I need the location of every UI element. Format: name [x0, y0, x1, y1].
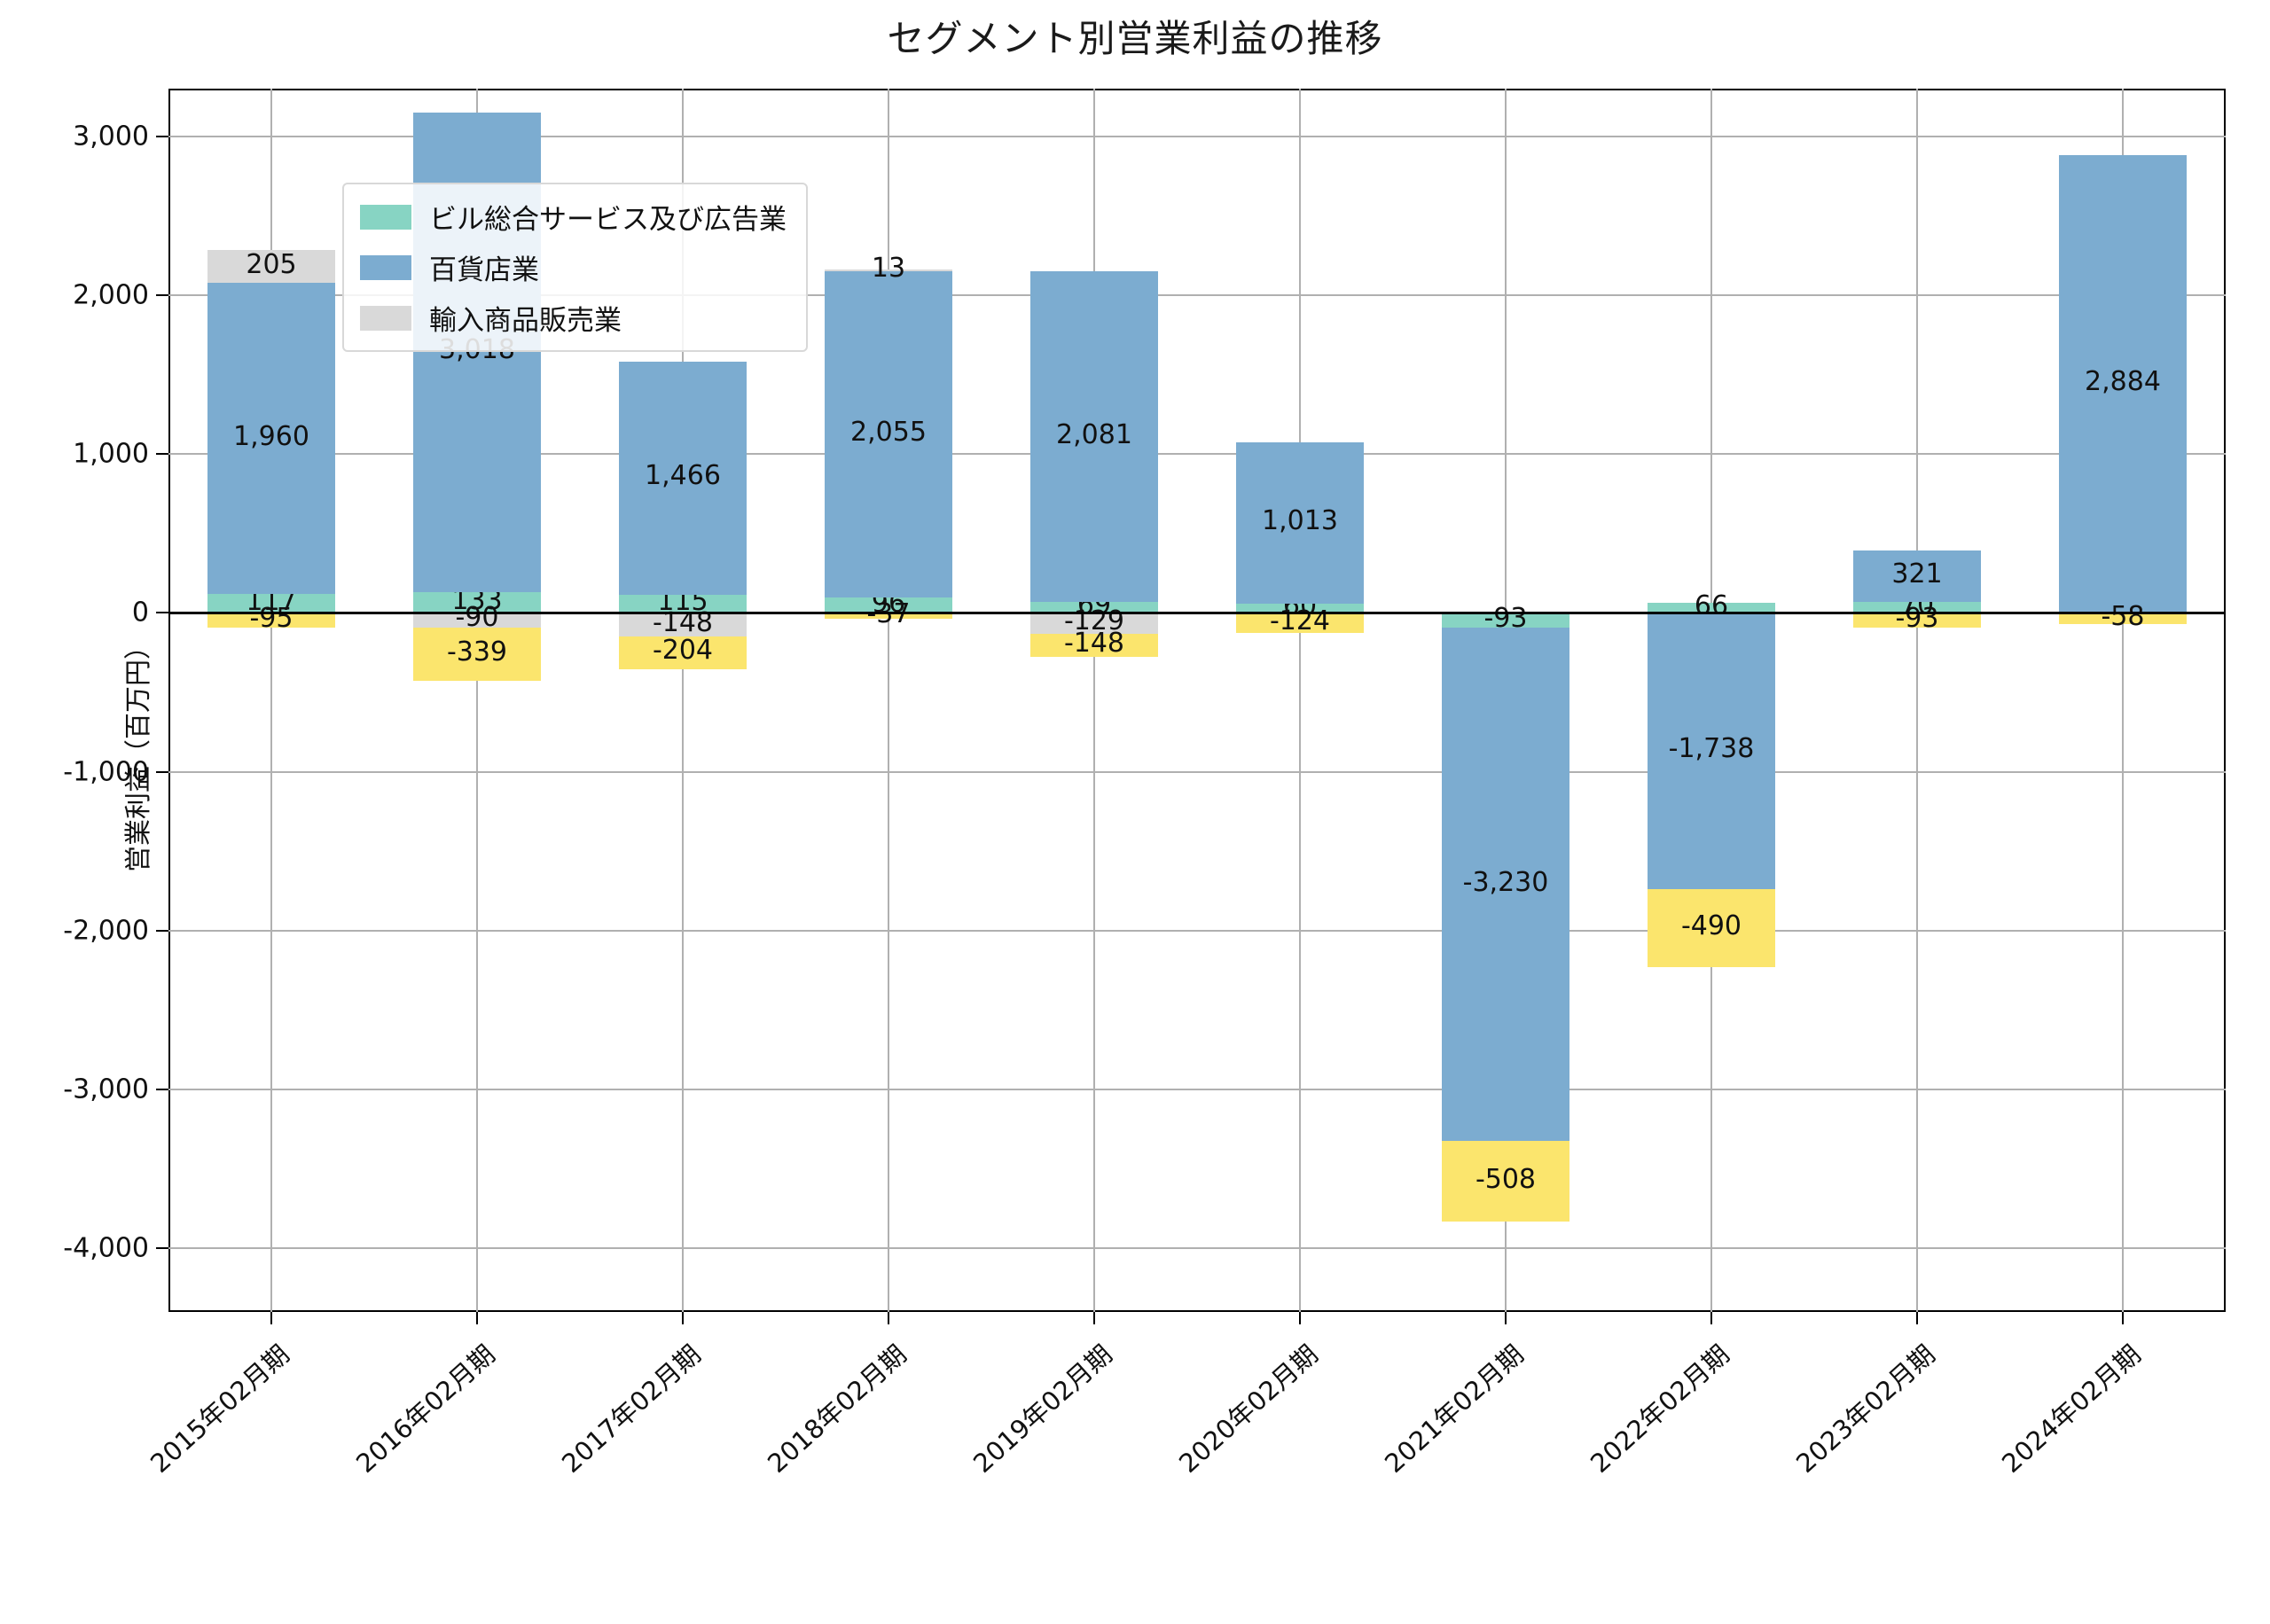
legend-item-label: 百貨店業	[429, 247, 539, 287]
y-tick-label: 2,000	[73, 279, 149, 310]
legend-swatch-icon	[360, 255, 411, 280]
bar-segment[interactable]	[413, 592, 541, 613]
bar-segment[interactable]	[619, 595, 747, 613]
bar-segment[interactable]	[619, 636, 747, 669]
x-tick-mark	[1299, 1312, 1301, 1324]
x-tick-mark	[1710, 1312, 1712, 1324]
bar-segment[interactable]	[825, 597, 952, 613]
page-title: セグメント別営業利益の推移	[0, 9, 2270, 63]
legend: ビル総合サービス及び広告業百貨店業輸入商品販売業	[342, 183, 808, 352]
gridline-vertical	[1916, 89, 1918, 1312]
y-tick-mark	[156, 1247, 168, 1249]
bar-segment[interactable]	[825, 269, 952, 271]
y-tick-label: 3,000	[73, 121, 149, 152]
x-tick-mark	[888, 1312, 889, 1324]
bar-segment[interactable]	[1648, 613, 1775, 888]
bar-segment[interactable]	[2059, 614, 2187, 623]
bar-segment[interactable]	[207, 250, 335, 283]
y-tick-mark	[156, 771, 168, 773]
legend-item[interactable]: ビル総合サービス及び広告業	[360, 197, 787, 237]
bar-segment[interactable]	[1853, 550, 1981, 602]
legend-item[interactable]: 百貨店業	[360, 247, 787, 287]
legend-swatch-icon	[360, 306, 411, 331]
bar-segment[interactable]	[207, 613, 335, 628]
x-tick-mark	[682, 1312, 684, 1324]
x-tick-mark	[1093, 1312, 1095, 1324]
bar-segment[interactable]	[825, 271, 952, 597]
y-tick-label: 1,000	[73, 439, 149, 470]
bar-segment[interactable]	[1442, 613, 1569, 628]
bar-segment[interactable]	[207, 283, 335, 594]
bar-segment[interactable]	[1442, 1141, 1569, 1222]
bar-segment[interactable]	[413, 613, 541, 627]
y-tick-label: -1,000	[63, 756, 149, 787]
gridline-vertical	[1299, 89, 1301, 1312]
x-tick-mark	[2122, 1312, 2124, 1324]
y-tick-mark	[156, 1089, 168, 1090]
y-tick-label: -2,000	[63, 915, 149, 946]
bar-segment[interactable]	[1853, 613, 1981, 628]
bar-segment[interactable]	[1648, 889, 1775, 967]
bar-segment[interactable]	[207, 594, 335, 613]
y-tick-mark	[156, 453, 168, 455]
bar-segment[interactable]	[1030, 271, 1158, 602]
bar-segment[interactable]	[1030, 634, 1158, 658]
bar-segment[interactable]	[2059, 155, 2187, 613]
y-tick-mark	[156, 930, 168, 932]
bar-segment[interactable]	[1442, 628, 1569, 1141]
y-axis-label: 営業利益（百万円）	[116, 633, 155, 872]
bar-segment[interactable]	[1236, 613, 1364, 633]
y-tick-label: -4,000	[63, 1233, 149, 1264]
bar-segment[interactable]	[1236, 442, 1364, 604]
legend-item-label: 輸入商品販売業	[429, 298, 622, 338]
plot-area: 1171,960205-951333,018-90-3391151,466-14…	[168, 89, 2226, 1312]
y-tick-mark	[156, 612, 168, 613]
legend-item-label: ビル総合サービス及び広告業	[429, 197, 787, 237]
legend-item[interactable]: 輸入商品販売業	[360, 298, 787, 338]
bar-segment[interactable]	[619, 613, 747, 636]
y-tick-mark	[156, 294, 168, 296]
bar-segment[interactable]	[413, 628, 541, 682]
x-tick-mark	[1916, 1312, 1918, 1324]
y-tick-label: 0	[132, 597, 149, 629]
x-tick-mark	[476, 1312, 478, 1324]
bar-segment[interactable]	[1030, 613, 1158, 633]
x-tick-mark	[270, 1312, 272, 1324]
y-tick-mark	[156, 136, 168, 137]
bar-segment[interactable]	[619, 362, 747, 595]
x-tick-mark	[1505, 1312, 1507, 1324]
y-tick-label: -3,000	[63, 1074, 149, 1105]
legend-swatch-icon	[360, 205, 411, 230]
zero-line	[168, 612, 2226, 614]
